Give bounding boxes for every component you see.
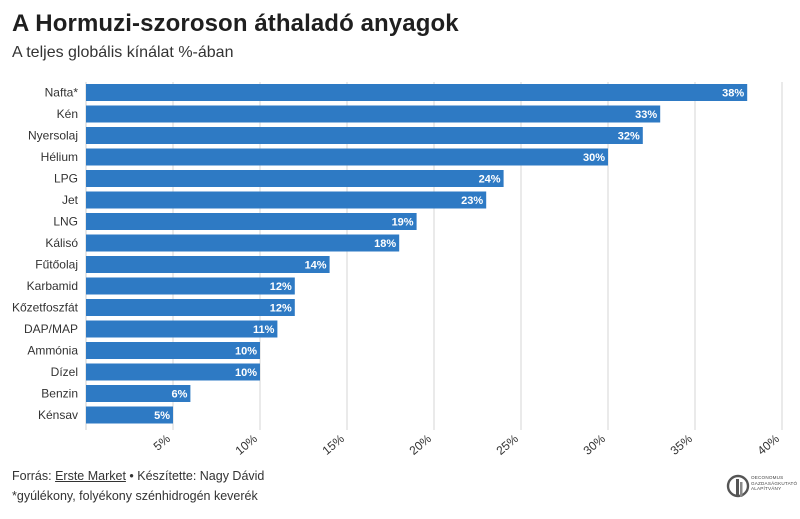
chart-title: A Hormuzi-szoroson áthaladó anyagok	[12, 10, 459, 37]
x-tick-label: 20%	[407, 431, 435, 457]
category-label: Kén	[57, 107, 78, 121]
category-label: Nafta*	[45, 86, 79, 100]
data-label: 12%	[270, 303, 292, 315]
bar	[86, 148, 608, 166]
bar	[86, 299, 295, 316]
category-label: Benzin	[41, 387, 78, 401]
source-link[interactable]: Erste Market	[55, 469, 126, 483]
data-label: 5%	[154, 410, 170, 422]
data-label: 38%	[722, 88, 744, 100]
data-label: 14%	[305, 260, 327, 272]
category-label: LPG	[54, 172, 78, 186]
bar	[86, 170, 504, 187]
data-label: 11%	[253, 324, 275, 336]
category-label: Fűtőolaj	[35, 258, 78, 272]
x-tick-label: 25%	[494, 431, 522, 457]
logo-mark-icon	[726, 474, 750, 498]
bar-chart: 38% 33% 32% 30% 24% 23% 19% 18% 14% 12% 12% 11% 10% 1…	[12, 82, 783, 458]
category-label: Kénsav	[38, 408, 78, 422]
logo-text-line3: ALAPÍTVÁNY	[751, 486, 782, 492]
bar	[86, 277, 295, 295]
data-label: 24%	[479, 174, 501, 186]
x-axis-ticks: 5% 10% 15% 20% 25% 30% 35% 40%	[151, 431, 783, 457]
bar	[86, 385, 191, 402]
author-credit: • Készítette: Nagy Dávid	[125, 469, 265, 483]
source-line: Forrás: Erste Market • Készítette: Nagy …	[12, 466, 264, 486]
data-label: 23%	[461, 195, 483, 207]
category-label: Kőzetfoszfát	[12, 301, 79, 315]
data-label: 18%	[374, 238, 396, 250]
category-label: LNG	[53, 215, 78, 229]
category-label: Ammónia	[27, 344, 78, 358]
data-label: 10%	[235, 367, 257, 379]
data-label: 33%	[635, 109, 657, 121]
bar	[86, 127, 643, 144]
bar	[86, 84, 748, 101]
data-label: 19%	[392, 217, 414, 229]
x-tick-label: 30%	[581, 431, 609, 457]
data-label: 10%	[235, 346, 257, 358]
x-tick-label: 10%	[233, 431, 261, 457]
category-label: Hélium	[41, 150, 78, 164]
data-label: 30%	[583, 152, 605, 164]
bar	[86, 406, 173, 424]
data-label: 6%	[171, 389, 187, 401]
category-label: Jet	[62, 193, 79, 207]
bars: 38% 33% 32% 30% 24% 23% 19% 18% 14% 12% 12% 11% 10% 1…	[86, 84, 748, 424]
data-label: 12%	[270, 281, 292, 293]
x-tick-label: 40%	[755, 431, 783, 457]
x-tick-label: 5%	[151, 431, 174, 453]
bar	[86, 320, 278, 338]
category-label: Karbamid	[27, 279, 78, 293]
bar	[86, 342, 260, 359]
bar	[86, 191, 487, 209]
source-prefix: Forrás:	[12, 469, 56, 483]
logo-text-line1: OECONOMUS	[751, 475, 784, 480]
data-label: 32%	[618, 131, 640, 143]
logo-text: OECONOMUS GAZDASÁGKUTATÓ ALAPÍTVÁNY	[751, 475, 797, 492]
category-label: DAP/MAP	[24, 322, 78, 336]
bar	[86, 213, 417, 230]
footnote: *gyúlékony, folyékony szénhidrogén kever…	[12, 489, 258, 503]
category-label: Nyersolaj	[28, 129, 78, 143]
x-tick-label: 15%	[320, 431, 348, 457]
category-label: Dízel	[51, 365, 78, 379]
oeconomus-logo: OECONOMUS GAZDASÁGKUTATÓ ALAPÍTVÁNY	[726, 470, 800, 506]
chart-subtitle: A teljes globális kínálat %-ában	[12, 44, 234, 61]
bar	[86, 234, 400, 252]
category-label: Kálisó	[45, 236, 78, 250]
bar	[86, 256, 330, 273]
category-labels: Nafta* Kén Nyersolaj Hélium LPG Jet LNG Kálisó F…	[12, 86, 79, 423]
bar	[86, 363, 260, 381]
logo-text-line2: GAZDASÁGKUTATÓ	[751, 480, 798, 486]
x-tick-label: 35%	[668, 431, 696, 457]
bar	[86, 105, 661, 123]
footer: Forrás: Erste Market • Készítette: Nagy …	[12, 466, 264, 506]
